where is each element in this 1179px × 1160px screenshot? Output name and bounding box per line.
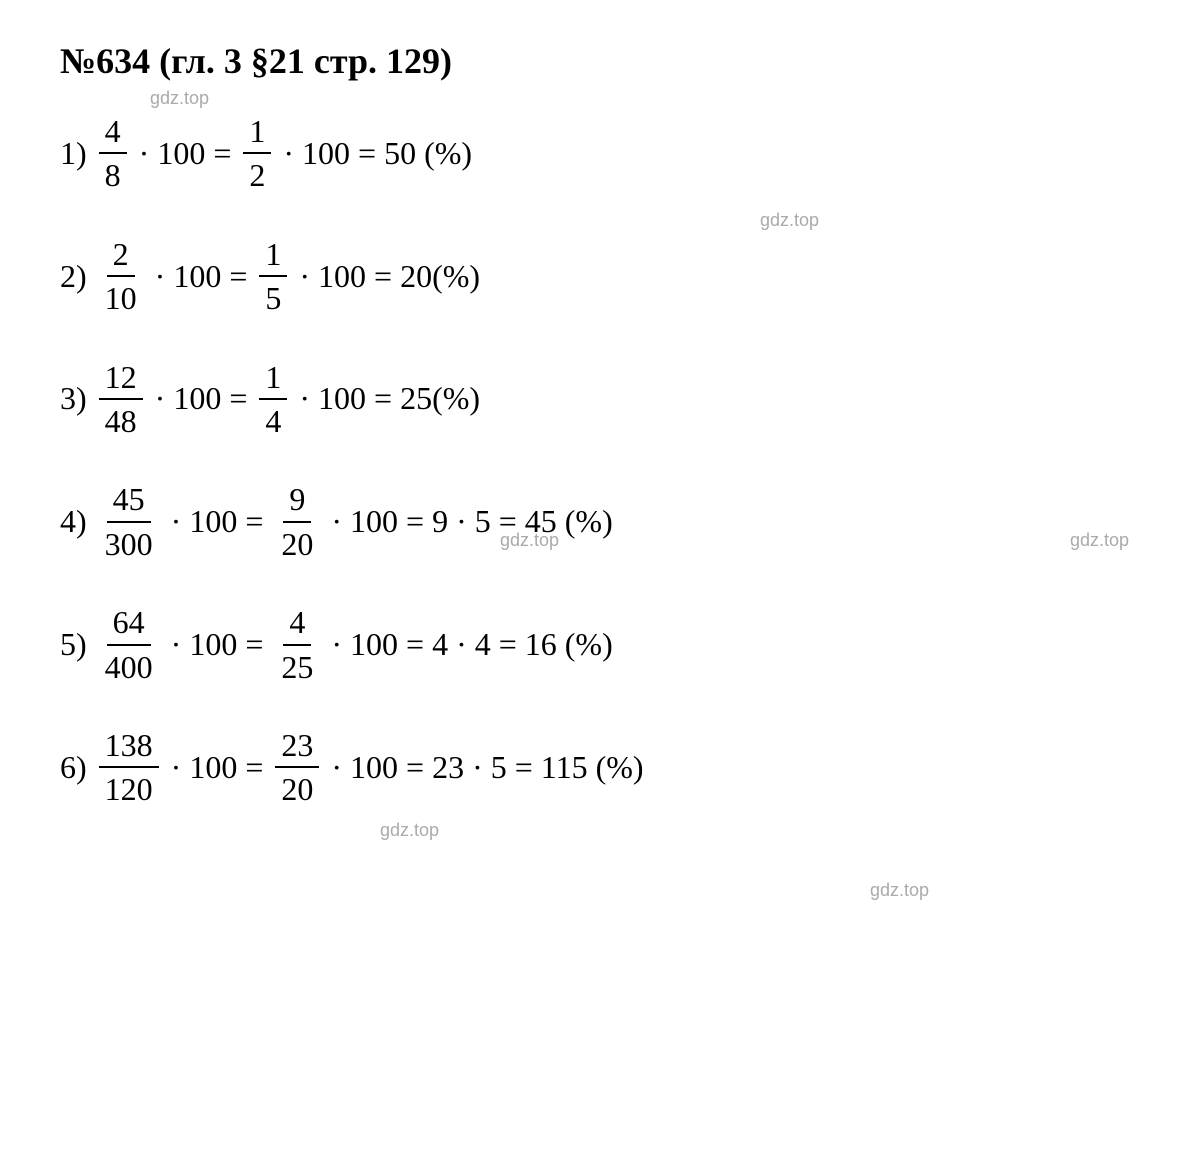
multiplier: 100 [350,503,398,540]
denominator: 2 [243,154,271,194]
multiplier: 100 [318,258,366,295]
fraction: 9 20 [275,480,319,563]
numerator: 2 [107,235,135,277]
numerator: 1 [259,358,287,400]
multiplier: 100 [350,749,398,786]
equals: = [245,626,263,663]
result-tail: = 50 (%) [358,135,472,172]
numerator: 23 [275,726,319,768]
watermark: gdz.top [150,88,209,109]
denominator: 20 [275,523,319,563]
multiplier: 100 [189,503,237,540]
denominator: 5 [259,277,287,317]
denominator: 8 [99,154,127,194]
fraction: 12 48 [99,358,143,441]
denominator: 48 [99,400,143,440]
equation-row: 3) 12 48 · 100 = 1 4 · 100 = 25(%) [60,358,1139,441]
equals: = [213,135,231,172]
multiplier: 100 [350,626,398,663]
multiplier: 100 [302,135,350,172]
dot-operator: · [171,749,182,786]
numerator: 45 [107,480,151,522]
fraction: 1 5 [259,235,287,318]
numerator: 1 [259,235,287,277]
numerator: 138 [99,726,159,768]
multiplier: 100 [189,749,237,786]
denominator: 300 [99,523,159,563]
dot-operator: · [331,749,342,786]
equation-row: 6) 138 120 · 100 = 23 20 · 100 = 23 · 5 … [60,726,1139,809]
item-number: 6) [60,749,87,786]
fraction: 45 300 [99,480,159,563]
dot-operator: · [299,258,310,295]
equation-row: 1) 4 8 · 100 = 1 2 · 100 = 50 (%) [60,112,1139,195]
dot-operator: · [139,135,150,172]
denominator: 120 [99,768,159,808]
fraction: 1 2 [243,112,271,195]
equals: = [245,503,263,540]
result-tail: = 25(%) [374,380,480,417]
equation-row: 2) 2 10 · 100 = 1 5 · 100 = 20(%) [60,235,1139,318]
watermark: gdz.top [380,820,439,841]
equals: = [245,749,263,786]
fraction: 2 10 [99,235,143,318]
fraction: 4 25 [275,603,319,686]
dot-operator: · [331,503,342,540]
dot-operator: · [171,626,182,663]
dot-operator: · [283,135,294,172]
numerator: 4 [99,112,127,154]
result-tail: = 4 · 4 = 16 (%) [406,626,613,663]
denominator: 25 [275,646,319,686]
result-tail: = 23 · 5 = 115 (%) [406,749,644,786]
fraction: 23 20 [275,726,319,809]
result-tail: = 9 · 5 = 45 (%) [406,503,613,540]
multiplier: 100 [173,380,221,417]
denominator: 10 [99,277,143,317]
denominator: 4 [259,400,287,440]
fraction: 138 120 [99,726,159,809]
fraction: 4 8 [99,112,127,195]
dot-operator: · [155,380,166,417]
numerator: 12 [99,358,143,400]
numerator: 1 [243,112,271,154]
fraction: 64 400 [99,603,159,686]
multiplier: 100 [189,626,237,663]
dot-operator: · [155,258,166,295]
item-number: 5) [60,626,87,663]
item-number: 3) [60,380,87,417]
item-number: 1) [60,135,87,172]
equation-row: 4) 45 300 · 100 = 9 20 · 100 = 9 · 5 = 4… [60,480,1139,563]
dot-operator: · [299,380,310,417]
denominator: 20 [275,768,319,808]
multiplier: 100 [318,380,366,417]
equations-list: 1) 4 8 · 100 = 1 2 · 100 = 50 (%) 2) 2 1… [60,112,1139,809]
equals: = [229,258,247,295]
numerator: 9 [283,480,311,522]
fraction: 1 4 [259,358,287,441]
numerator: 4 [283,603,311,645]
page-title: №634 (гл. 3 §21 стр. 129) [60,40,1139,82]
item-number: 4) [60,503,87,540]
numerator: 64 [107,603,151,645]
equation-row: 5) 64 400 · 100 = 4 25 · 100 = 4 · 4 = 1… [60,603,1139,686]
equals: = [229,380,247,417]
result-tail: = 20(%) [374,258,480,295]
item-number: 2) [60,258,87,295]
denominator: 400 [99,646,159,686]
multiplier: 100 [157,135,205,172]
dot-operator: · [171,503,182,540]
multiplier: 100 [173,258,221,295]
watermark: gdz.top [870,880,929,901]
dot-operator: · [331,626,342,663]
